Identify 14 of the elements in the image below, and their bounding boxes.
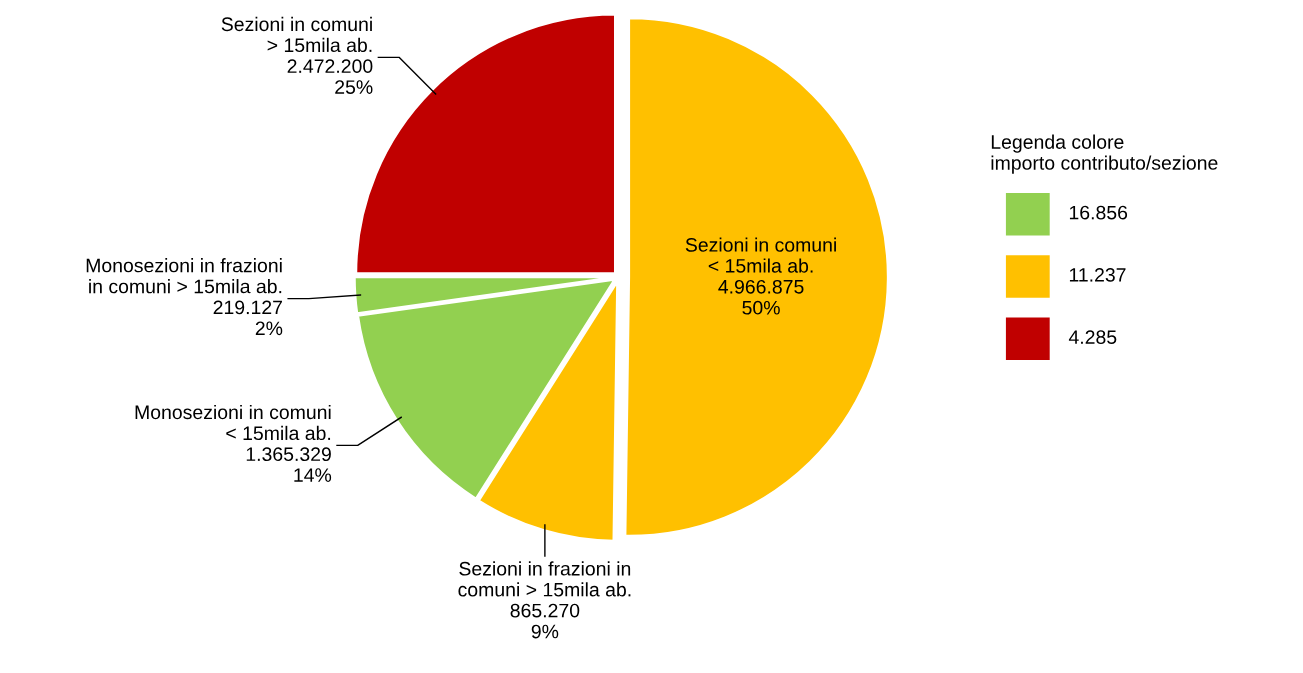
- data-label: 865.270 9%: [510, 603, 580, 639]
- category-label: 4.285: [1068, 330, 1117, 345]
- slice-label: Monosezioni in comuni < 15mila ab.: [135, 404, 331, 441]
- slice-label: Monosezioni in frazioni in comuni > 15mila ab.: [86, 258, 282, 294]
- data-label: 2.472.200 25%: [287, 59, 373, 94]
- slice-label: Sezioni in frazioni in comuni > 15mila ab.: [458, 561, 631, 597]
- data-label: 1.365.329 14%: [246, 447, 332, 482]
- category-label: 11.237: [1069, 267, 1126, 282]
- text: Legenda colore importo contributo/sezione: [991, 134, 1218, 174]
- slice-label: Sezioni in comuni > 15mila ab.: [221, 16, 372, 53]
- category-label: 16.856: [1069, 205, 1128, 220]
- data-label: 219.127 2%: [213, 300, 283, 336]
- data-label: 4.966.875 50%: [718, 279, 804, 315]
- slice-label: Sezioni in comuni < 15mila ab.: [685, 237, 836, 273]
